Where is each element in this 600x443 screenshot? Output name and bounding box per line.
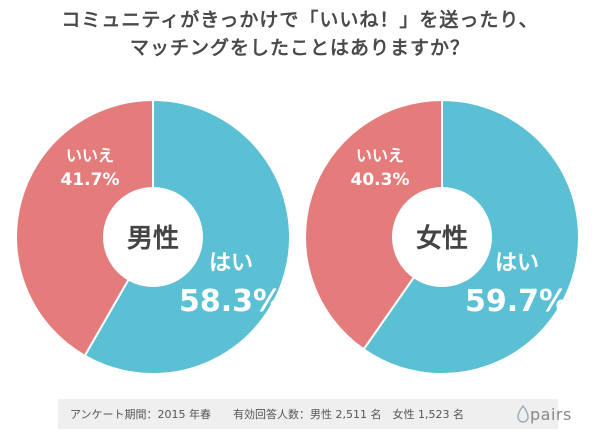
survey-footer: アンケート期間：2015 年春 有効回答人数：男性 2,511 名 女性 1,5… — [58, 399, 558, 429]
title-line-2: マッチングをしたことはありますか？ — [129, 37, 470, 59]
slice-label-yes-1: はい — [495, 251, 539, 276]
slice-value-no-1: 40.3% — [351, 170, 410, 190]
title-line-1: コミュニティがきっかけで「いいね！」を送ったり、 — [61, 9, 539, 31]
pairs-drop-icon — [517, 405, 529, 423]
center-label-1: 女性 — [416, 223, 468, 254]
page-title: コミュニティがきっかけで「いいね！」を送ったり、 マッチングをしたことはあります… — [0, 6, 600, 62]
slice-value-yes-0: 58.3% — [179, 284, 283, 319]
slice-value-yes-1: 59.7% — [465, 284, 569, 319]
center-label-0: 男性 — [127, 224, 179, 254]
slice-label-yes-0: はい — [209, 251, 253, 276]
survey-period: アンケート期間：2015 年春 — [70, 408, 212, 421]
slice-label-no-1: いいえ — [356, 146, 404, 165]
donut-center-0 — [103, 187, 203, 287]
pie-slice-1-1 — [304, 98, 443, 351]
slice-label-no-0: いいえ — [66, 146, 114, 165]
pairs-logo: pairs — [517, 399, 572, 429]
pie-slice-0-1 — [15, 98, 154, 358]
respondent-count: 有効回答人数：男性 2,511 名 女性 1,523 名 — [233, 408, 465, 421]
slice-value-no-0: 41.7% — [61, 170, 120, 190]
logo-text: pairs — [530, 404, 572, 424]
donut-center-1 — [392, 187, 492, 287]
